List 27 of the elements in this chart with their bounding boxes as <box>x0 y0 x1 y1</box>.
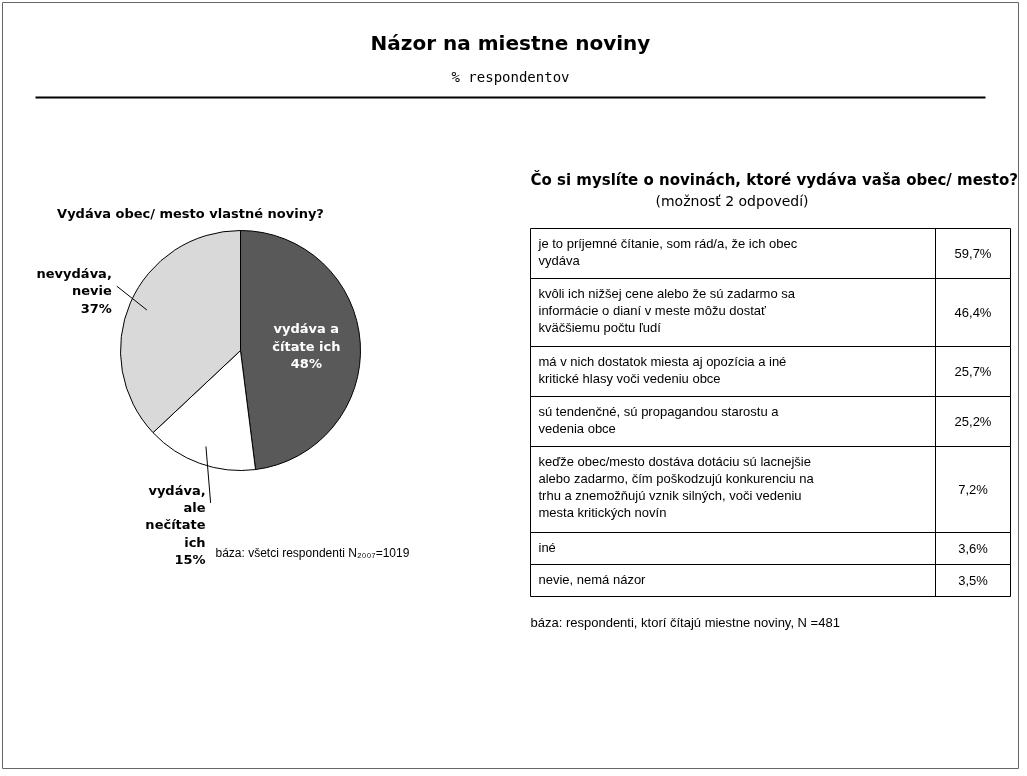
category-label: kvôli ich nižšej cene alebo že sú zadarmo sa informácie o dianí v meste môžu dostať kväčšiemu počtu ľudí <box>538 285 796 335</box>
text: báza: respondenti, ktorí čítajú miestne noviny, N =481 <box>530 614 840 630</box>
text: 46,4% <box>954 305 992 320</box>
category-label: je to príjemné čítanie, som rád/a, že ich obec vydáva <box>537 235 798 268</box>
slice-label: nevydáva, nevie <box>36 266 113 299</box>
data-label: 15% <box>174 551 206 567</box>
text: Vydáva obec/ mesto vlastné noviny? <box>57 205 324 221</box>
category-label: keďže obec/mesto dostáva dotáciu sú lacnejšie alebo zadarmo, čím poškodzujú konkurenciu na trhu a znemožňujú vznik silných, voči vedeniu mesta kritických novín <box>538 453 815 521</box>
text: 25,2% <box>954 414 992 429</box>
slice-label: vydáva a čítate ich <box>272 321 341 354</box>
category-label: má v nich dostatok miesta aj opozícia a iné kritické hlasy voči vedeniu obce <box>538 353 787 386</box>
text: 3,5% <box>958 573 988 588</box>
slice-label: vydáva, ale nečítate ich <box>145 482 206 550</box>
text: 7,2% <box>958 482 988 497</box>
category-label: iné <box>538 539 556 555</box>
category-label: sú tendenčné, sú propagandou starostu a vedenia obce <box>538 403 780 436</box>
text: báza: všetci respondenti N₂₀₀₇=1019 <box>215 545 410 560</box>
text: 3,6% <box>958 541 988 556</box>
text: 25,7% <box>954 364 992 379</box>
text: Názor na miestne noviny <box>370 30 651 55</box>
text: (možnosť 2 odpovedí) <box>655 192 809 209</box>
text: % respondentov <box>451 68 570 85</box>
text: 59,7% <box>954 246 992 261</box>
data-label: 48% <box>290 355 322 371</box>
text: Čo si myslíte o novinách, ktoré vydáva vaša obec/ mesto? <box>530 169 1018 189</box>
data-label: 37% <box>80 300 112 316</box>
category-label: nevie, nemá názor <box>538 571 647 587</box>
